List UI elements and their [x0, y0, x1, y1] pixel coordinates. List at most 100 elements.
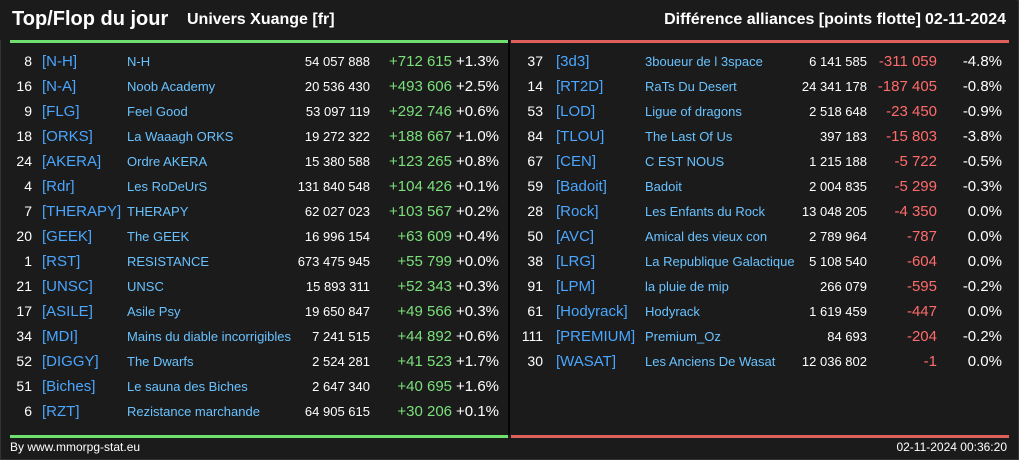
percent-cell: +0.4% [456, 228, 499, 245]
points-cell: 6 141 585 [809, 54, 867, 69]
table-row: 21 [UNSC] UNSC 15 893 311 +52 343 +0.3% [10, 274, 508, 299]
points-cell: 1 619 459 [809, 304, 867, 319]
alliance-name-link[interactable]: la pluie de mip [645, 279, 729, 294]
rank-cell: 38 [527, 253, 543, 269]
diff-cell: -787 [906, 228, 937, 245]
percent-cell: +0.6% [456, 328, 499, 345]
alliance-name-link[interactable]: UNSC [127, 279, 164, 294]
alliance-tag-link[interactable]: [CEN] [556, 153, 597, 170]
alliance-tag-link[interactable]: [RST] [42, 253, 81, 270]
alliance-name-link[interactable]: The Last Of Us [645, 129, 733, 144]
diff-cell: -187 405 [877, 78, 937, 95]
table-row: 34 [MDI] Mains du diable incorrigibles 7 24… [10, 324, 508, 349]
alliance-tag-link[interactable]: [Rdr] [42, 178, 75, 195]
percent-cell: -0.5% [962, 153, 1002, 170]
alliance-tag-link[interactable]: [MDI] [42, 328, 78, 345]
alliance-tag-link[interactable]: [Hodyrack] [556, 303, 628, 320]
alliance-tag-link[interactable]: [LPM] [556, 278, 596, 295]
alliance-tag-link[interactable]: [PREMIUM] [556, 328, 636, 345]
alliance-name-link[interactable]: La Republique Galactique [645, 254, 795, 269]
alliance-name-link[interactable]: Asile Psy [127, 304, 181, 319]
table-row: 91 [LPM] la pluie de mip 266 079 -595 -0.2% [511, 274, 1009, 299]
alliance-name-link[interactable]: Rezistance marchande [127, 404, 260, 419]
diff-cell: +49 566 [397, 303, 452, 320]
alliance-name-link[interactable]: Le sauna des Biches [127, 379, 248, 394]
points-cell: 20 536 430 [304, 79, 370, 94]
rank-cell: 91 [527, 278, 543, 294]
alliance-name-link[interactable]: Ordre AKERA [127, 154, 208, 169]
alliance-tag-link[interactable]: [Rock] [556, 203, 599, 220]
alliance-tag-link[interactable]: [WASAT] [556, 353, 616, 370]
points-cell: 84 693 [827, 329, 867, 344]
percent-cell: -0.8% [962, 78, 1002, 95]
alliance-name-link[interactable]: RaTs Du Desert [645, 79, 737, 94]
alliance-tag-link[interactable]: [N-A] [42, 78, 77, 95]
rank-cell: 1 [24, 253, 32, 269]
alliance-name-link[interactable]: N-H [127, 54, 151, 69]
alliance-name-link[interactable]: Les RoDeUrS [127, 179, 208, 194]
alliance-name-link[interactable]: THERAPY [127, 204, 189, 219]
alliance-name-link[interactable]: La Waaagh ORKS [127, 129, 234, 144]
alliance-tag-link[interactable]: [UNSC] [42, 278, 93, 295]
table-row: 4 [Rdr] Les RoDeUrS 131 840 548 +104 426 +0.1… [10, 174, 508, 199]
alliance-name-link[interactable]: Feel Good [127, 104, 188, 119]
panel-divider [508, 40, 510, 435]
points-cell: 53 097 119 [305, 104, 370, 119]
table-row: 1 [RST] RESISTANCE 673 475 945 +55 799 +0.0% [10, 249, 508, 274]
alliance-tag-link[interactable]: [LRG] [556, 253, 596, 270]
rank-cell: 51 [16, 378, 32, 394]
rank-cell: 59 [527, 178, 543, 194]
alliance-name-link[interactable]: Les Anciens De Wasat [645, 354, 776, 369]
table-row: 28 [Rock] Les Enfants du Rock 13 048 205 -4 … [511, 199, 1009, 224]
alliance-name-link[interactable]: C EST NOUS [645, 154, 725, 169]
diff-cell: +63 609 [397, 228, 452, 245]
alliance-name-link[interactable]: Badoit [645, 179, 682, 194]
alliance-name-link[interactable]: Premium_Oz [645, 329, 721, 344]
alliance-tag-link[interactable]: [Biches] [42, 378, 96, 395]
rank-cell: 14 [527, 78, 543, 94]
table-row: 53 [LOD] Ligue of dragons 2 518 648 -23 450 -… [511, 99, 1009, 124]
alliance-tag-link[interactable]: [THERAPY] [42, 203, 122, 220]
alliance-tag-link[interactable]: [RT2D] [556, 78, 604, 95]
alliance-tag-link[interactable]: [Badoit] [556, 178, 607, 195]
percent-cell: +0.2% [456, 203, 499, 220]
table-row: 8 [N-H] N-H 54 057 888 +712 615 +1.3% [10, 49, 508, 74]
alliance-tag-link[interactable]: [ORKS] [42, 128, 93, 145]
rank-cell: 16 [16, 78, 32, 94]
table-row: 84 [TLOU] The Last Of Us 397 183 -15 803 -3.8… [511, 124, 1009, 149]
alliance-name-link[interactable]: The GEEK [127, 229, 190, 244]
alliance-tag-link[interactable]: [3d3] [556, 53, 590, 70]
alliance-tag-link[interactable]: [GEEK] [42, 228, 93, 245]
percent-cell: 0.0% [967, 228, 1002, 245]
alliance-name-link[interactable]: RESISTANCE [127, 254, 210, 269]
alliance-name-link[interactable]: Les Enfants du Rock [645, 204, 765, 219]
alliance-tag-link[interactable]: [DIGGY] [42, 353, 99, 370]
alliance-tag-link[interactable]: [N-H] [42, 53, 77, 70]
rank-cell: 37 [527, 53, 543, 69]
percent-cell: +0.1% [456, 178, 499, 195]
alliance-tag-link[interactable]: [AKERA] [42, 153, 102, 170]
rank-cell: 21 [16, 278, 32, 294]
table-row: 6 [RZT] Rezistance marchande 64 905 615 +30 … [10, 399, 508, 424]
alliance-name-link[interactable]: The Dwarfs [127, 354, 194, 369]
diff-cell: +493 606 [389, 78, 452, 95]
alliance-name-link[interactable]: Noob Academy [127, 79, 216, 94]
alliance-name-link[interactable]: Mains du diable incorrigibles [127, 329, 292, 344]
alliance-name-link[interactable]: Amical des vieux con [645, 229, 768, 244]
alliance-tag-link[interactable]: [LOD] [556, 103, 596, 120]
diff-cell: -4 350 [894, 203, 937, 220]
alliance-tag-link[interactable]: [TLOU] [556, 128, 605, 145]
alliance-name-link[interactable]: Hodyrack [645, 304, 700, 319]
percent-cell: 0.0% [967, 303, 1002, 320]
alliance-tag-link[interactable]: [AVC] [556, 228, 595, 245]
rank-cell: 61 [527, 303, 543, 319]
points-cell: 266 079 [820, 279, 867, 294]
alliance-name-link[interactable]: 3boueur de l 3space [645, 54, 763, 69]
footer-timestamp: 02-11-2024 00:36:20 [896, 440, 1007, 454]
alliance-name-link[interactable]: Ligue of dragons [645, 104, 742, 119]
alliance-tag-link[interactable]: [FLG] [42, 103, 80, 120]
alliance-tag-link[interactable]: [RZT] [42, 403, 80, 420]
points-cell: 131 840 548 [297, 179, 370, 194]
diff-cell: +188 667 [389, 128, 452, 145]
alliance-tag-link[interactable]: [ASILE] [42, 303, 93, 320]
